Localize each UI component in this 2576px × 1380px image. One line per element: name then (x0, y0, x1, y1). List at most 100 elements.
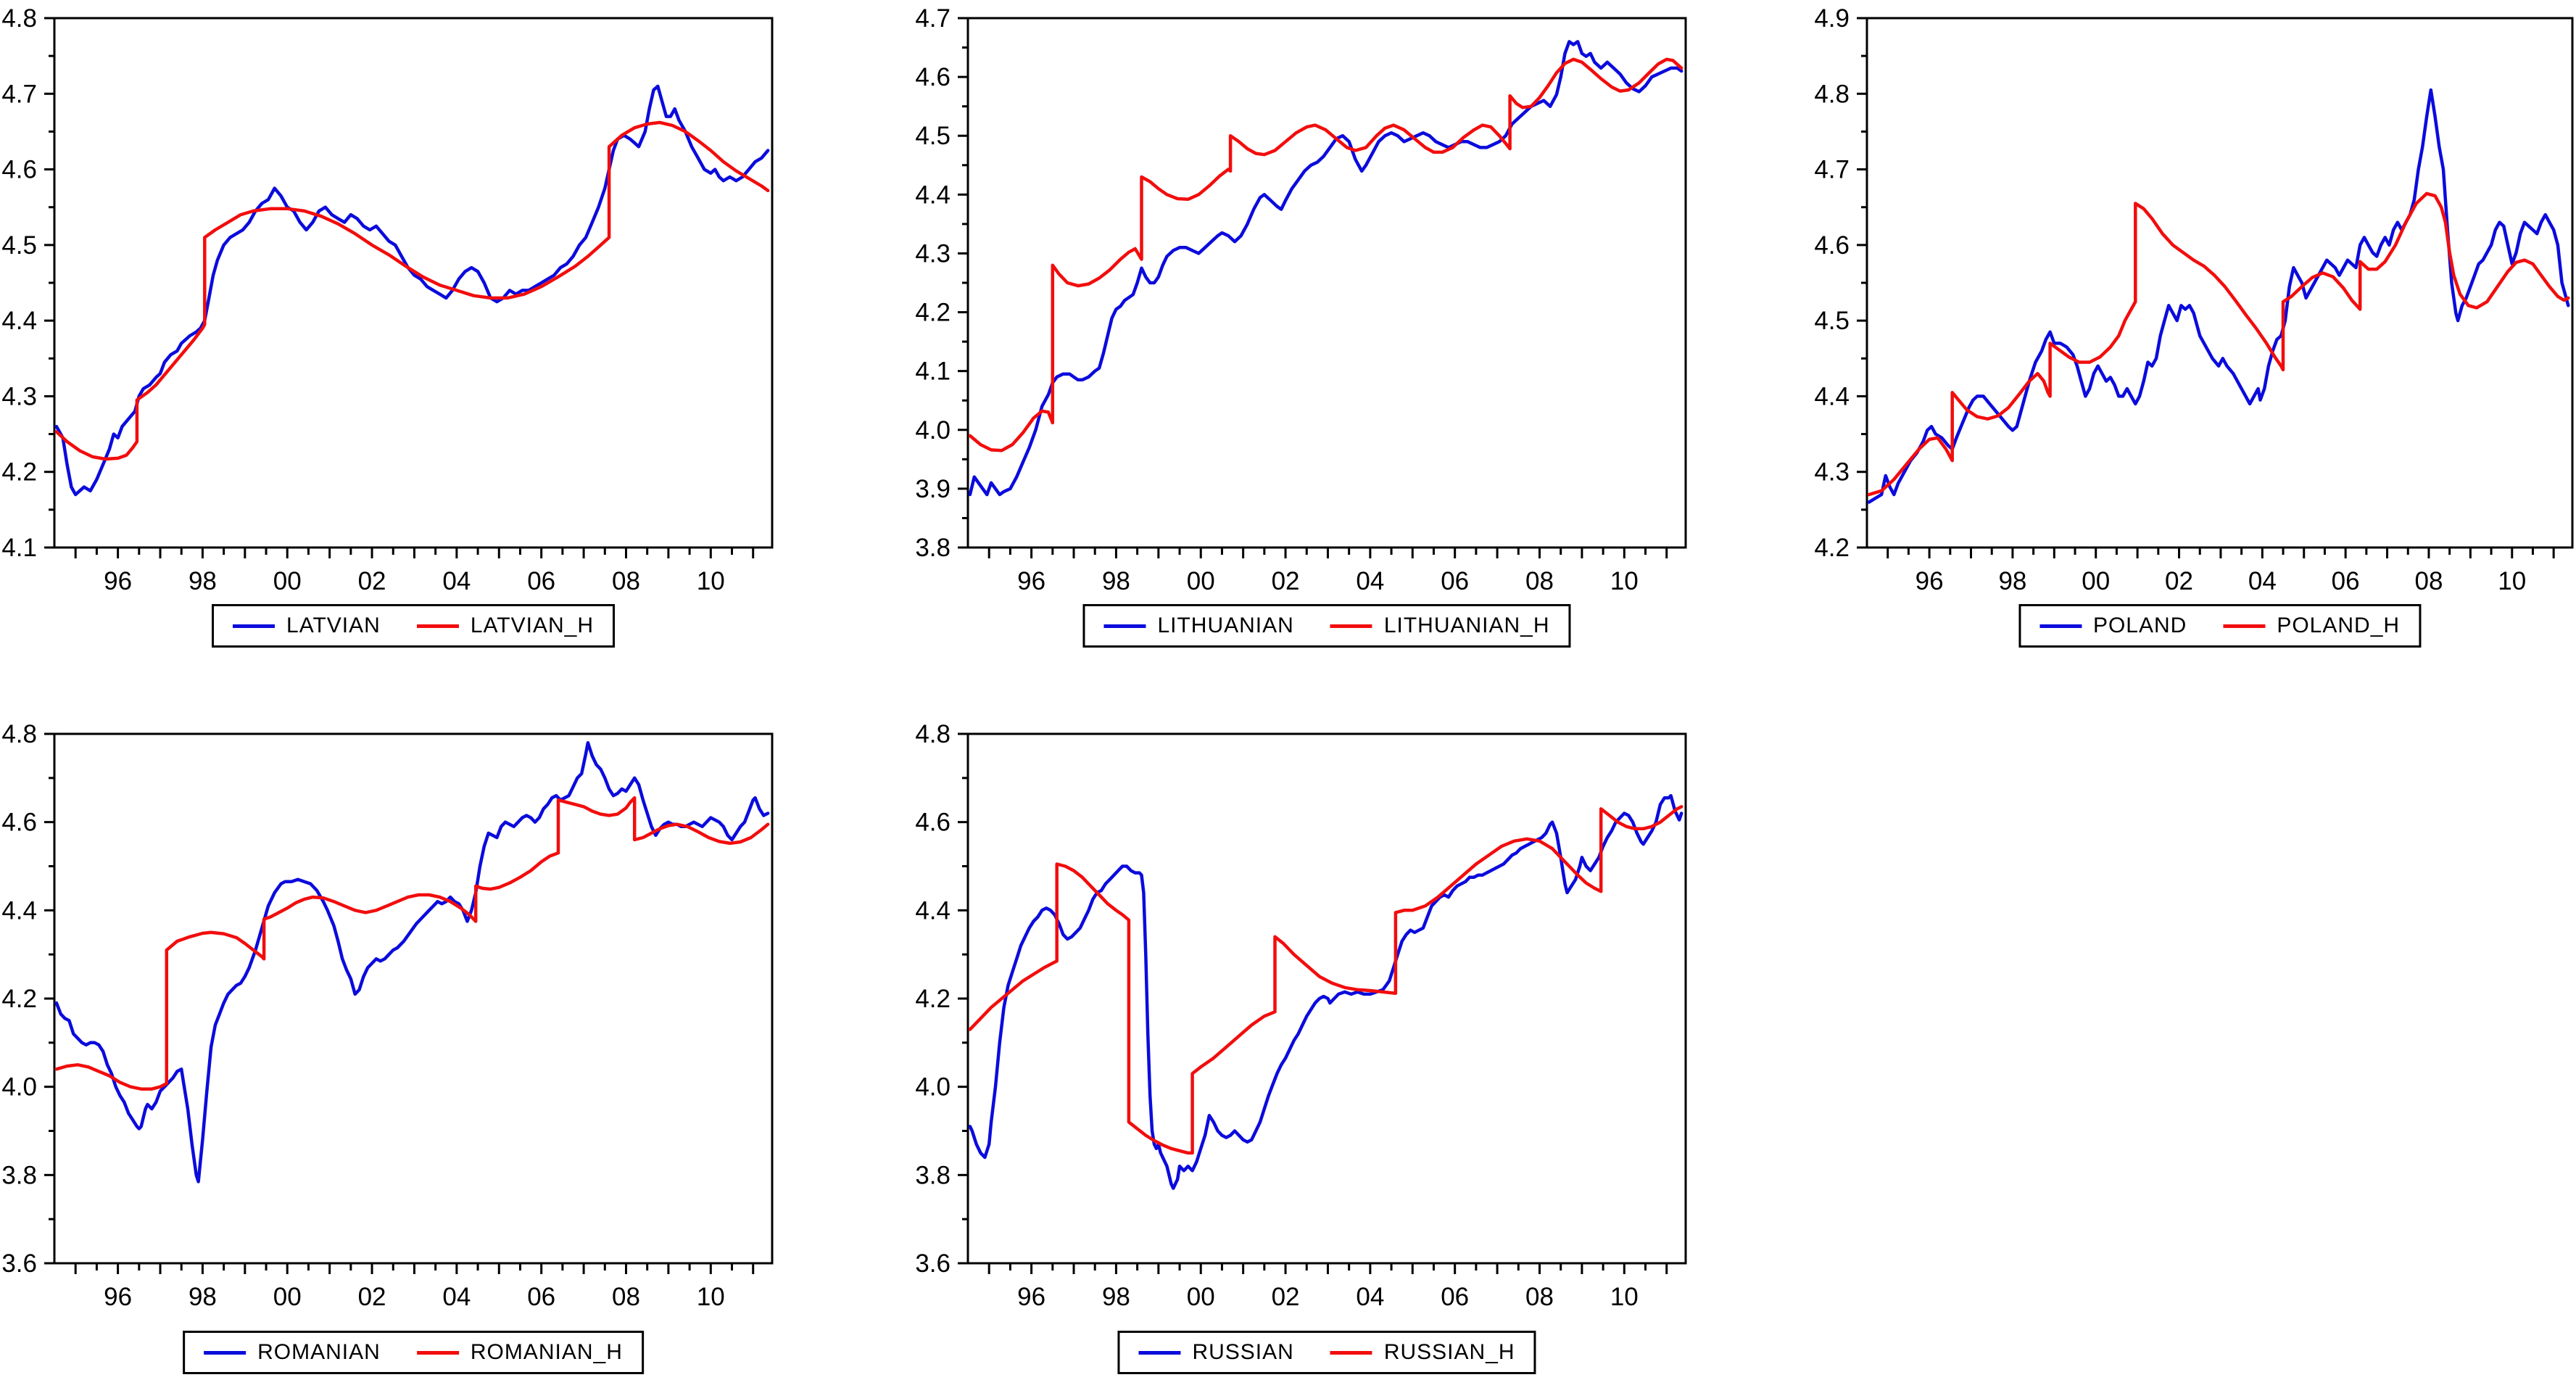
x-tick-label: 06 (527, 1283, 555, 1311)
y-tick-label: 4.6 (1, 156, 37, 184)
y-tick-label: 4.5 (1, 231, 37, 260)
x-tick-label: 96 (1916, 567, 1944, 595)
series-line-romanian_h (54, 796, 770, 1091)
plot-frame (53, 17, 774, 549)
x-tick-label: 06 (527, 567, 555, 595)
x-tick-label: 02 (358, 567, 386, 595)
x-tick-label: 02 (1272, 1283, 1300, 1311)
y-tick-label: 4.3 (915, 239, 951, 268)
series-line-russian_h (968, 805, 1683, 1155)
y-axis: 4.1 4.2 4.3 4.4 4.5 4.6 4.7 4.8 (1, 4, 54, 562)
legend-label: POLAND_H (2277, 613, 2401, 637)
legend-label: ROMANIAN_H (470, 1340, 623, 1364)
y-tick-label: 4.6 (915, 809, 951, 837)
legend-romanian: ROMANIAN ROMANIAN_H (183, 1331, 644, 1374)
plot-frame (966, 17, 1687, 549)
legend-label: ROMANIAN (257, 1340, 381, 1364)
legend-label: LATVIAN (286, 613, 381, 637)
y-tick-label: 3.8 (915, 534, 951, 562)
y-tick-label: 4.4 (1814, 382, 1850, 410)
x-tick-label: 04 (2248, 567, 2277, 595)
series-line-poland (1867, 88, 2570, 504)
plot-frame (53, 732, 774, 1265)
x-tick-label: 00 (273, 567, 302, 595)
y-tick-label: 4.3 (1, 382, 37, 410)
y-tick-label: 4.2 (1, 458, 37, 487)
legend-russian: RUSSIAN RUSSIAN_H (1117, 1331, 1536, 1374)
series-line-latvian_h (54, 120, 770, 461)
x-tick-label: 00 (273, 1283, 302, 1311)
legend-entry-romanian_h: ROMANIAN_H (416, 1340, 623, 1365)
legend-entry-lithuanian_h: LITHUANIAN_H (1330, 613, 1550, 638)
smoothed-line-swatch (2223, 624, 2266, 628)
y-tick-label: 4.2 (915, 985, 951, 1013)
y-tick-label: 3.9 (915, 475, 951, 503)
x-axis: 96 98 00 02 04 06 08 10 (987, 1263, 1668, 1311)
legend-label: RUSSIAN_H (1383, 1340, 1515, 1364)
legend-label: RUSSIAN (1192, 1340, 1294, 1364)
x-tick-label: 00 (1187, 567, 1215, 595)
x-axis: 96 98 00 02 04 06 08 10 (1887, 548, 2555, 595)
series-line-swatch (204, 1350, 247, 1355)
legend-poland: POLAND POLAND_H (2018, 604, 2422, 648)
legend-entry-russian_h: RUSSIAN_H (1330, 1340, 1515, 1365)
y-tick-label: 4.1 (915, 358, 951, 386)
x-tick-label: 04 (1356, 567, 1384, 595)
x-tick-label: 96 (1017, 1283, 1045, 1311)
y-tick-label: 4.6 (915, 63, 951, 91)
legend-label: LITHUANIAN_H (1383, 613, 1550, 637)
legend-entry-romanian: ROMANIAN (204, 1340, 381, 1365)
x-tick-label: 06 (1441, 567, 1469, 595)
smoothed-line-swatch (416, 624, 459, 628)
chart-lithuanian: 3.8 3.9 4.0 4.1 4.2 4.3 4.4 4.5 4.6 4.7 96 98 00 02 04… (915, 4, 1687, 595)
x-tick-label: 08 (1525, 567, 1554, 595)
legend-entry-latvian_h: LATVIAN_H (416, 613, 594, 638)
x-tick-label: 08 (2414, 567, 2443, 595)
y-tick-label: 4.0 (915, 1073, 951, 1102)
y-tick-label: 3.6 (915, 1249, 951, 1278)
x-tick-label: 06 (2332, 567, 2360, 595)
x-tick-label: 98 (189, 1283, 217, 1311)
y-tick-label: 4.4 (1, 307, 37, 335)
y-tick-label: 4.6 (1, 809, 37, 837)
legend-entry-poland_h: POLAND_H (2223, 613, 2400, 638)
legend-latvian: LATVIAN LATVIAN_H (212, 604, 615, 648)
series-line-lithuanian_h (968, 57, 1683, 453)
y-axis: 3.8 3.9 4.0 4.1 4.2 4.3 4.4 4.5 4.6 4.7 (915, 4, 968, 562)
y-tick-label: 4.7 (915, 4, 951, 33)
x-tick-label: 02 (2165, 567, 2193, 595)
x-tick-label: 98 (1998, 567, 2026, 595)
y-tick-label: 4.8 (1, 720, 37, 748)
series-line-russian (968, 793, 1683, 1190)
series-line-swatch (2039, 624, 2082, 628)
y-tick-label: 4.4 (915, 896, 951, 925)
x-tick-label: 10 (697, 1283, 725, 1311)
x-tick-label: 04 (442, 567, 471, 595)
x-tick-label: 96 (1017, 567, 1045, 595)
x-tick-label: 10 (1610, 1283, 1639, 1311)
y-tick-label: 4.4 (915, 181, 951, 209)
series-line-latvian (54, 84, 770, 497)
x-tick-label: 10 (1610, 567, 1639, 595)
x-tick-label: 10 (697, 567, 725, 595)
y-tick-label: 4.5 (915, 122, 951, 150)
series-line-romanian (54, 740, 770, 1183)
series-line-swatch (1138, 1350, 1181, 1355)
chart-latvian: 4.1 4.2 4.3 4.4 4.5 4.6 4.7 4.8 96 98 00 02 04 06 08 10 (1, 4, 774, 595)
y-tick-label: 4.7 (1, 80, 37, 108)
x-tick-label: 02 (358, 1283, 386, 1311)
x-tick-label: 08 (1525, 1283, 1554, 1311)
y-tick-label: 3.8 (915, 1161, 951, 1189)
y-tick-label: 4.2 (915, 299, 951, 327)
x-tick-label: 96 (104, 567, 132, 595)
x-tick-label: 08 (612, 567, 640, 595)
series-line-lithuanian (968, 40, 1683, 497)
y-tick-label: 4.2 (1814, 534, 1850, 562)
legend-entry-lithuanian: LITHUANIAN (1103, 613, 1293, 638)
chart-russian: 3.6 3.8 4.0 4.2 4.4 4.6 4.8 96 98 00 02 04 06 08 10 (915, 720, 1687, 1311)
y-tick-label: 4.0 (915, 416, 951, 445)
x-tick-label: 06 (1441, 1283, 1469, 1311)
legend-entry-poland: POLAND (2039, 613, 2187, 638)
